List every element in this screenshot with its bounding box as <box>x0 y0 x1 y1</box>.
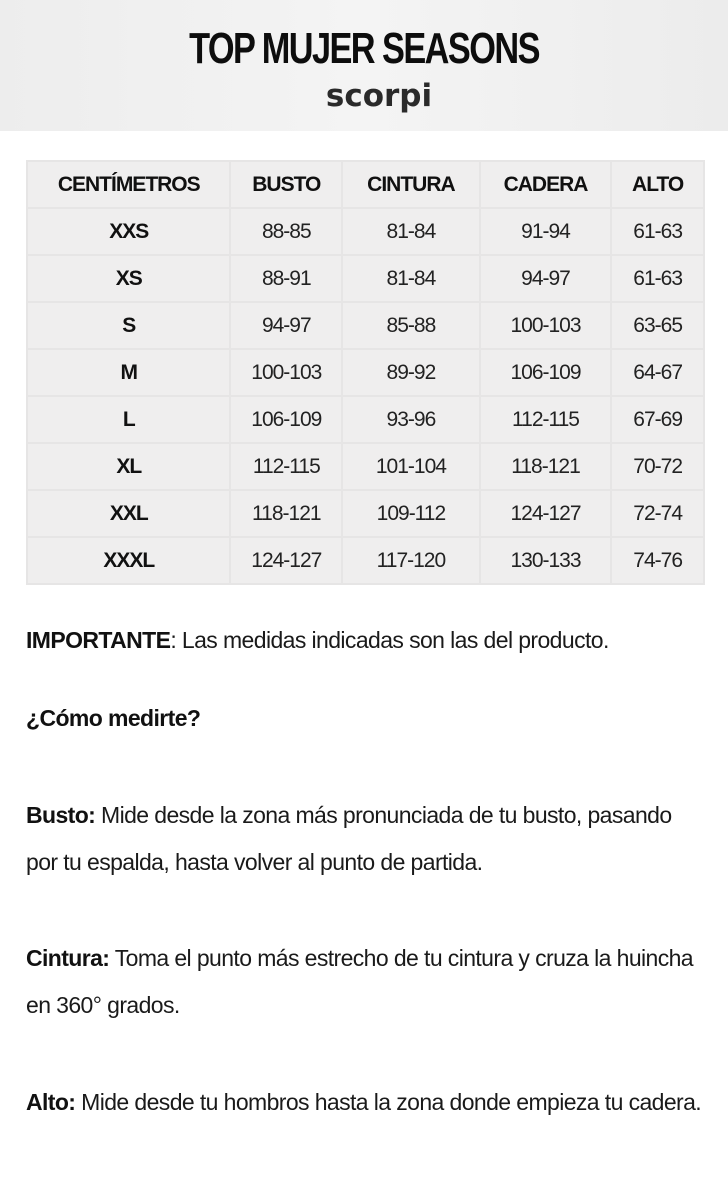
important-text: : Las medidas indicadas son las del prod… <box>170 627 609 653</box>
table-row: M 100-103 89-92 106-109 64-67 <box>25 348 705 397</box>
size-label: XXL <box>25 489 232 538</box>
brand-logo: scorpi <box>325 78 433 114</box>
size-label: XXS <box>25 207 232 256</box>
measurement-cell: 112-115 <box>478 395 613 444</box>
table-row: S 94-97 85-88 100-103 63-65 <box>25 301 705 350</box>
important-note: IMPORTANTE: Las medidas indicadas son la… <box>26 617 706 664</box>
table-header-row: CENTÍMETROS BUSTO CINTURA CADERA ALTO <box>25 160 705 209</box>
table-row: XXS 88-85 81-84 91-94 61-63 <box>25 207 705 256</box>
header-banner: TOP MUJER SEASONS scorpi <box>0 0 728 131</box>
column-header: CINTURA <box>341 160 481 209</box>
cintura-text: Toma el punto más estrecho de tu cintura… <box>26 945 694 1018</box>
size-label: XXXL <box>25 536 232 585</box>
measurement-cell: 88-91 <box>229 254 344 303</box>
busto-text: Mide desde la zona más pronunciada de tu… <box>26 802 672 875</box>
cintura-instruction: Cintura: Toma el punto más estrecho de t… <box>26 935 706 1029</box>
measurement-cell: 72-74 <box>610 489 705 538</box>
measurement-cell: 106-109 <box>229 395 344 444</box>
how-to-text: ¿Cómo medirte? <box>26 705 201 731</box>
measurement-cell: 94-97 <box>478 254 613 303</box>
how-to-heading: ¿Cómo medirte? <box>26 695 706 742</box>
alto-text: Mide desde tu hombros hasta la zona dond… <box>75 1089 702 1115</box>
measurement-cell: 118-121 <box>478 442 613 491</box>
measurement-cell: 91-94 <box>478 207 613 256</box>
column-header: CADERA <box>478 160 613 209</box>
table-row: XS 88-91 81-84 94-97 61-63 <box>25 254 705 303</box>
measurement-cell: 94-97 <box>229 301 344 350</box>
measurement-cell: 100-103 <box>478 301 613 350</box>
measurement-cell: 67-69 <box>610 395 705 444</box>
busto-label: Busto: <box>26 802 96 828</box>
busto-instruction: Busto: Mide desde la zona más pronunciad… <box>26 792 706 886</box>
important-label: IMPORTANTE <box>26 627 171 653</box>
table-row: L 106-109 93-96 112-115 67-69 <box>25 395 705 444</box>
measurement-cell: 118-121 <box>229 489 344 538</box>
measurement-cell: 88-85 <box>229 207 344 256</box>
measurement-cell: 61-63 <box>610 207 705 256</box>
measurement-cell: 124-127 <box>478 489 613 538</box>
measurement-cell: 81-84 <box>341 254 481 303</box>
measurement-cell: 61-63 <box>610 254 705 303</box>
table-row: XXL 118-121 109-112 124-127 72-74 <box>25 489 705 538</box>
size-label: XS <box>25 254 232 303</box>
page-title: TOP MUJER SEASONS <box>189 24 540 73</box>
column-header: CENTÍMETROS <box>25 160 232 209</box>
measurement-cell: 109-112 <box>341 489 481 538</box>
measurement-cell: 101-104 <box>341 442 481 491</box>
column-header: BUSTO <box>229 160 344 209</box>
measurement-cell: 63-65 <box>610 301 705 350</box>
measurement-cell: 93-96 <box>341 395 481 444</box>
measurement-cell: 81-84 <box>341 207 481 256</box>
measurement-cell: 112-115 <box>229 442 344 491</box>
size-label: M <box>25 348 232 397</box>
measurement-cell: 74-76 <box>610 536 705 585</box>
size-label: S <box>25 301 232 350</box>
alto-instruction: Alto: Mide desde tu hombros hasta la zon… <box>26 1079 706 1126</box>
table-row: XXXL 124-127 117-120 130-133 74-76 <box>25 536 705 585</box>
cintura-label: Cintura: <box>26 945 110 971</box>
column-header: ALTO <box>610 160 705 209</box>
measurement-cell: 85-88 <box>341 301 481 350</box>
measurement-cell: 130-133 <box>478 536 613 585</box>
measurement-cell: 89-92 <box>341 348 481 397</box>
measurement-cell: 106-109 <box>478 348 613 397</box>
measurement-cell: 117-120 <box>341 536 481 585</box>
table-row: XL 112-115 101-104 118-121 70-72 <box>25 442 705 491</box>
size-label: XL <box>25 442 232 491</box>
size-table: CENTÍMETROS BUSTO CINTURA CADERA ALTO XXS 88-… <box>25 160 705 585</box>
measurement-cell: 124-127 <box>229 536 344 585</box>
alto-label: Alto: <box>26 1089 76 1115</box>
measurement-cell: 64-67 <box>610 348 705 397</box>
measurement-cell: 100-103 <box>229 348 344 397</box>
measurement-cell: 70-72 <box>610 442 705 491</box>
size-label: L <box>25 395 232 444</box>
